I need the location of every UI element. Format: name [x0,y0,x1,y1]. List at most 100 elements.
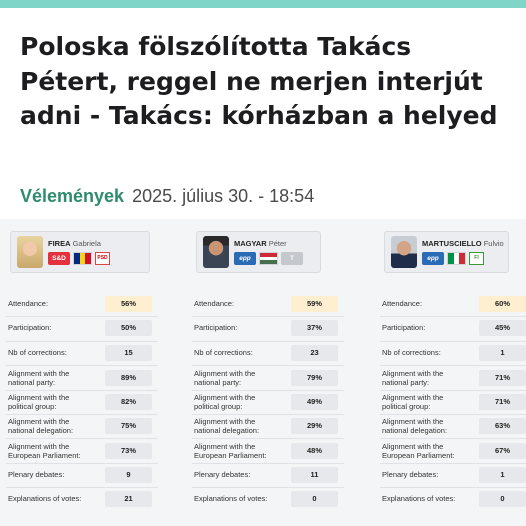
row-divider [380,487,526,488]
metric-value: 11 [291,467,338,483]
metric-label: Alignment with the political group: [194,392,256,412]
political-group-badge: epp [422,252,444,265]
metric-label: Explanations of votes: [8,494,82,504]
metric-value: 21 [105,491,152,507]
row-divider [192,487,344,488]
metric-label: Alignment with the political group: [8,392,70,412]
metric-label: Attendance: [8,299,49,309]
metric-label: Alignment with the national delegation: [8,416,74,436]
row-divider [192,390,344,391]
metric-value: 63% [479,418,526,434]
country-flag-icon [259,252,278,265]
row-divider [6,365,158,366]
mep-photo [17,236,43,268]
row-divider [380,414,526,415]
mep-photo [391,236,417,268]
metric-label: Alignment with the European Parliament: [382,441,455,461]
metric-value: 0 [479,491,526,507]
metric-label: Plenary debates: [382,470,439,480]
mep-card[interactable]: MARTUSCIELLO Fulvio epp FI [384,231,509,273]
metric-label: Participation: [382,323,426,333]
metric-value: 89% [105,370,152,386]
mep-affiliation-badges: epp T [234,252,303,265]
country-flag-icon [73,252,92,265]
row-divider [192,463,344,464]
metric-value: 9 [105,467,152,483]
mep-card[interactable]: FIREA Gabriela S&D PSD [10,231,150,273]
metric-label: Alignment with the European Parliament: [194,441,267,461]
metric-label: Explanations of votes: [194,494,268,504]
metric-label: Nb of corrections: [382,348,441,358]
metric-value: 59% [291,296,338,312]
mep-first-name: Fulvio [483,239,504,248]
row-divider [380,316,526,317]
mep-last-name: MAGYAR [234,239,267,248]
row-divider [192,316,344,317]
article-headline: Poloska fölszólította Takács Pétert, reg… [20,32,498,130]
metric-value: 60% [479,296,526,312]
metric-value: 50% [105,320,152,336]
metric-value: 15 [105,345,152,361]
category-link[interactable]: Vélemények [20,186,125,206]
national-party-logo: FI [469,252,484,265]
metric-value: 67% [479,443,526,459]
metric-label: Alignment with the national delegation: [194,416,260,436]
country-flag-icon [447,252,466,265]
metric-value: 29% [291,418,338,434]
national-party-logo: T [281,252,303,265]
metric-label: Alignment with the national party: [382,368,444,388]
mep-name: FIREA Gabriela [48,239,101,248]
metric-label: Alignment with the national party: [8,368,70,388]
mep-card[interactable]: MAGYAR Péter epp T [196,231,321,273]
metric-value: 71% [479,394,526,410]
mep-last-name: MARTUSCIELLO [422,239,482,248]
metric-value: 1 [479,467,526,483]
row-divider [6,438,158,439]
metric-value: 82% [105,394,152,410]
metric-value: 37% [291,320,338,336]
metric-label: Explanations of votes: [382,494,456,504]
political-group-badge: S&D [48,252,70,265]
metric-value: 49% [291,394,338,410]
article-meta: Vélemények 2025. július 30. - 18:54 [20,185,314,207]
metric-label: Nb of corrections: [194,348,253,358]
row-divider [6,341,158,342]
row-divider [6,463,158,464]
mep-first-name: Gabriela [72,239,101,248]
metric-label: Nb of corrections: [8,348,67,358]
national-party-logo: PSD [95,252,110,265]
row-divider [192,414,344,415]
row-divider [6,390,158,391]
metric-label: Alignment with the national party: [194,368,256,388]
metric-label: Alignment with the political group: [382,392,444,412]
row-divider [192,341,344,342]
top-accent-bar [0,0,526,8]
metric-label: Attendance: [194,299,235,309]
metric-label: Attendance: [382,299,423,309]
metric-value: 79% [291,370,338,386]
political-group-badge: epp [234,252,256,265]
metric-value: 45% [479,320,526,336]
row-divider [380,390,526,391]
mep-name: MARTUSCIELLO Fulvio [422,239,504,248]
metric-value: 75% [105,418,152,434]
row-divider [6,414,158,415]
row-divider [380,438,526,439]
publish-date: 2025. július 30. - 18:54 [132,186,315,206]
metric-value: 73% [105,443,152,459]
metric-label: Participation: [194,323,238,333]
metric-value: 71% [479,370,526,386]
row-divider [6,316,158,317]
mep-last-name: FIREA [48,239,71,248]
row-divider [380,463,526,464]
row-divider [380,341,526,342]
metric-label: Alignment with the European Parliament: [8,441,81,461]
metric-value: 48% [291,443,338,459]
mep-first-name: Péter [268,239,287,248]
metric-value: 23 [291,345,338,361]
row-divider [192,438,344,439]
metric-value: 56% [105,296,152,312]
metric-label: Alignment with the national delegation: [382,416,448,436]
metric-value: 1 [479,345,526,361]
row-divider [380,365,526,366]
